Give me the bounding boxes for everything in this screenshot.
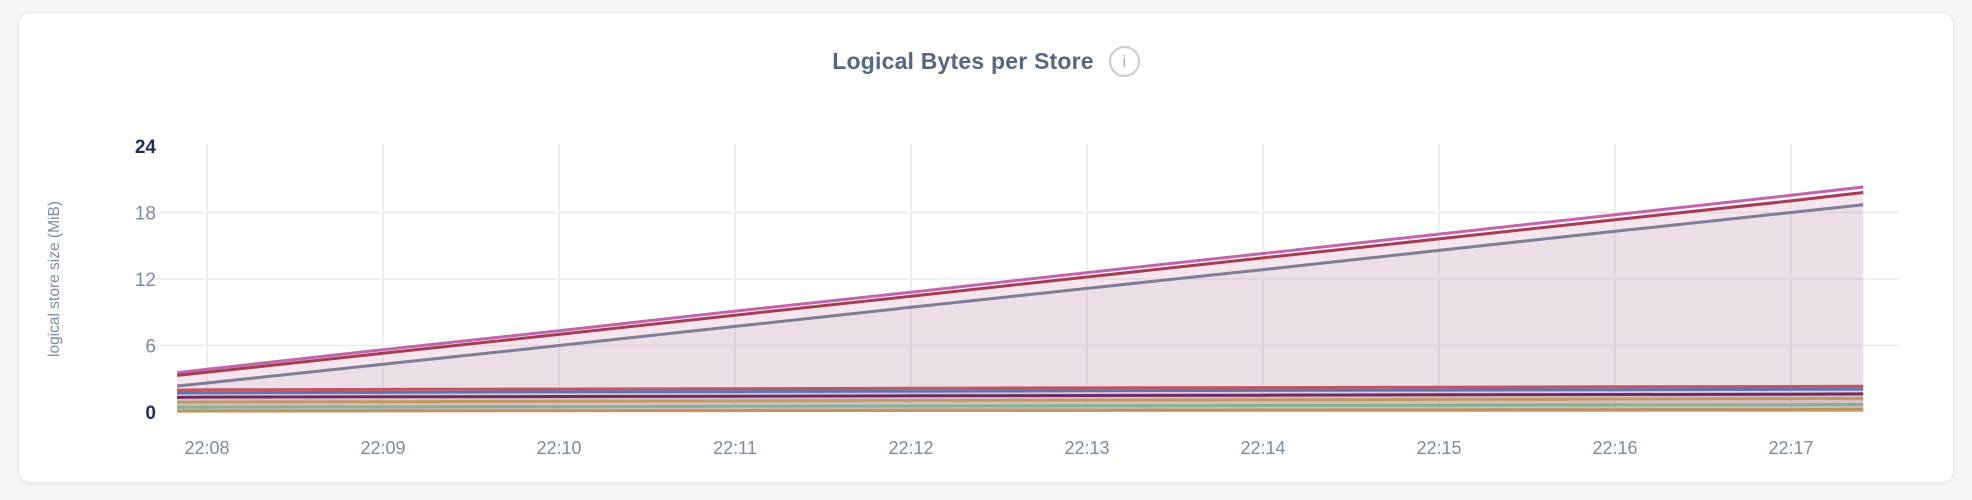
series-line-store-4 xyxy=(177,384,1864,392)
y-tick-label: 6 xyxy=(145,337,156,358)
x-tick-label: 22:09 xyxy=(360,438,405,458)
series-area-store-3 xyxy=(177,204,1864,412)
series-line-store-8 xyxy=(177,403,1864,409)
y-tick-label: 18 xyxy=(135,204,156,225)
x-tick-label: 22:14 xyxy=(1240,438,1285,458)
x-tick-label: 22:15 xyxy=(1416,438,1461,458)
series-line-store-3 xyxy=(176,203,1864,388)
series-line-store-9 xyxy=(177,407,1864,413)
series-line-store-2 xyxy=(176,191,1864,377)
x-tick-label: 22:08 xyxy=(184,438,229,458)
y-axis-title: logical store size (MiB) xyxy=(46,201,63,357)
x-tick-label: 22:11 xyxy=(713,438,757,458)
series-line-store-1 xyxy=(176,185,1864,375)
x-tick-label: 22:13 xyxy=(1064,438,1109,458)
series-line-store-5 xyxy=(177,387,1864,395)
x-tick-label: 22:10 xyxy=(536,438,581,458)
x-tick-label: 22:17 xyxy=(1768,438,1813,458)
chart-card: Logical Bytes per Store i 0 6 12 18 24 22:08 2… xyxy=(18,12,1954,483)
chart-header: Logical Bytes per Store i xyxy=(19,46,1953,77)
series-line-store-7 xyxy=(177,396,1864,404)
logical-bytes-per-store-chart[interactable]: 0 6 12 18 24 22:08 22:09 22:10 22:11 22:12 22:13 22… xyxy=(19,13,1955,484)
y-tick-label: 24 xyxy=(135,137,157,158)
y-tick-label: 0 xyxy=(145,403,156,424)
y-tick-label: 12 xyxy=(135,270,156,291)
x-tick-label: 22:16 xyxy=(1592,438,1637,458)
chart-title: Logical Bytes per Store xyxy=(832,48,1094,74)
series-area-store-1 xyxy=(177,187,1864,412)
series-area-store-2 xyxy=(177,192,1864,412)
info-icon[interactable]: i xyxy=(1108,46,1140,77)
x-tick-label: 22:12 xyxy=(888,438,933,458)
series-line-store-6 xyxy=(177,392,1864,399)
